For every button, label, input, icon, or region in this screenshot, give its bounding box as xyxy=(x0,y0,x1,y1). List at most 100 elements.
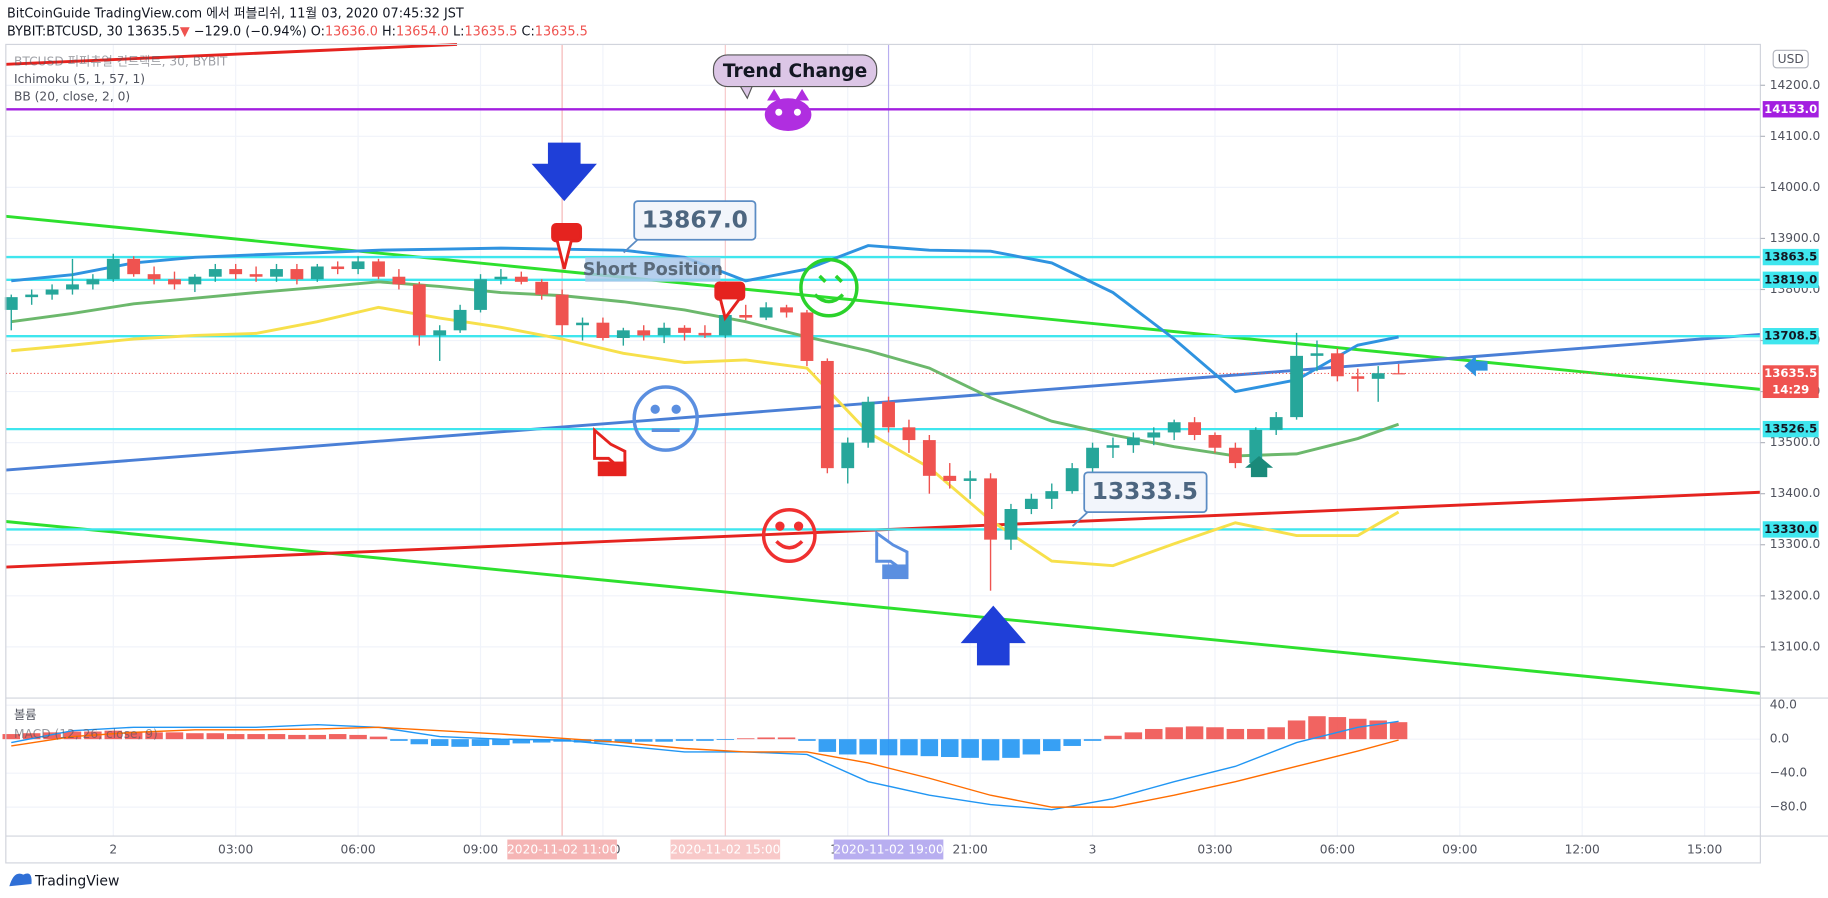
hand-icon xyxy=(551,223,583,270)
macd-histogram-bar xyxy=(308,734,327,740)
candle-body xyxy=(1351,376,1365,379)
hand-icon xyxy=(593,427,627,477)
last: 13635.5 xyxy=(127,24,180,39)
o-label: O: xyxy=(311,24,325,39)
level-label-box xyxy=(1762,328,1819,345)
macd-histogram-bar xyxy=(165,732,184,740)
candle-body xyxy=(412,284,426,336)
trend-line xyxy=(5,214,1761,391)
y-tick-label: −80.0 xyxy=(1770,800,1807,814)
candle-body xyxy=(270,269,283,277)
macd-histogram-bar xyxy=(410,739,429,745)
h-label: H: xyxy=(382,24,396,39)
macd-histogram-bar xyxy=(288,734,306,740)
candle-body xyxy=(861,401,875,443)
callout-box xyxy=(633,200,757,241)
candle-body xyxy=(1249,429,1263,464)
macd-histogram-bar xyxy=(471,739,490,746)
time-marker-box xyxy=(670,839,781,860)
unit-label: USD xyxy=(1778,52,1804,66)
smile-red xyxy=(761,508,817,564)
level-label: 13526.5 xyxy=(1764,422,1817,436)
candle-body xyxy=(1228,447,1242,464)
smile-green xyxy=(799,257,859,318)
macd-histogram-bar xyxy=(1043,739,1061,752)
level-label: 13708.5 xyxy=(1764,329,1817,343)
callout-tail xyxy=(1071,510,1090,527)
macd-histogram-bar xyxy=(1022,739,1041,755)
candle-body xyxy=(45,289,59,295)
y-tick-label: 13500.0 xyxy=(1770,435,1821,449)
last-price-box xyxy=(1762,365,1819,399)
macd-histogram-bar xyxy=(1287,720,1306,740)
macd-histogram-bar xyxy=(798,739,816,741)
face-neutral xyxy=(632,385,699,452)
candle-body xyxy=(392,276,406,285)
macd-histogram-bar xyxy=(716,739,735,741)
hand-icon xyxy=(714,281,746,322)
level-label-box xyxy=(1762,101,1819,118)
y-tick-label: 13900.0 xyxy=(1770,231,1821,245)
macd-histogram-bar xyxy=(430,739,449,746)
l-label: L: xyxy=(453,24,464,39)
frame xyxy=(5,43,1761,864)
candle-body xyxy=(331,266,345,270)
candle-body xyxy=(188,276,202,285)
candle-body xyxy=(147,274,161,280)
cat-icon xyxy=(764,88,812,131)
y-tick-label: 13100.0 xyxy=(1770,639,1821,653)
candle-body xyxy=(739,315,753,318)
candle-body xyxy=(943,475,957,481)
macd-histogram-bar xyxy=(961,739,979,758)
candle-body xyxy=(657,327,671,336)
countdown-label: 14:29 xyxy=(1772,382,1809,396)
y-tick-label: −40.0 xyxy=(1770,766,1807,780)
candle-body xyxy=(902,427,916,441)
macd-histogram-bar xyxy=(63,731,82,740)
macd-histogram-bar xyxy=(920,739,939,757)
candle-body xyxy=(474,279,487,310)
candle-body xyxy=(596,322,610,338)
candle-body xyxy=(208,269,222,277)
macd-histogram-bar xyxy=(573,739,592,743)
y-tick-label: 14000.0 xyxy=(1770,180,1821,194)
candle-body xyxy=(514,276,528,282)
macd-histogram-bar xyxy=(1104,735,1122,740)
direction: ▼ xyxy=(180,24,190,39)
macd-histogram-bar xyxy=(655,739,673,742)
x-tick-label: 03:00 xyxy=(218,843,253,857)
y-tick-label: 14100.0 xyxy=(1770,129,1821,143)
macd-histogram-bar xyxy=(859,739,877,755)
candle-body xyxy=(759,307,773,318)
macd-histogram-bar xyxy=(1226,728,1245,740)
x-tick-label: 3 xyxy=(1089,843,1097,857)
candle-body xyxy=(1371,373,1385,379)
macd-pane xyxy=(2,716,1408,811)
candle-body xyxy=(535,281,549,295)
candle-body xyxy=(882,401,895,428)
level-label-box xyxy=(1762,521,1819,538)
levels xyxy=(5,108,1761,531)
macd-histogram-bar xyxy=(1124,732,1143,740)
y-tick-label: 13300.0 xyxy=(1770,537,1821,551)
callout-tail xyxy=(623,237,640,254)
macd-histogram-bar xyxy=(614,739,633,743)
legend-volume: 볼륨 xyxy=(14,708,37,722)
macd-histogram-bar xyxy=(1083,739,1102,741)
macd-histogram-bar xyxy=(1206,727,1224,740)
candle-body xyxy=(86,279,100,285)
bollinger-line xyxy=(11,305,1400,568)
last-price-label: 13635.5 xyxy=(1764,366,1817,380)
macd-histogram-bar xyxy=(186,733,204,740)
y-tick-label: 13400.0 xyxy=(1770,486,1821,500)
change: −129.0 (−0.94%) xyxy=(194,24,307,39)
candle-body xyxy=(4,297,18,310)
candle-body xyxy=(678,327,691,333)
level-label: 13863.5 xyxy=(1764,250,1817,264)
candle-body xyxy=(1004,509,1018,540)
candle-body xyxy=(637,330,651,336)
macd-histogram-bar xyxy=(1328,717,1347,740)
x-tick-label: 2 xyxy=(109,843,117,857)
callout-box xyxy=(712,54,878,88)
candle-body xyxy=(127,258,141,275)
